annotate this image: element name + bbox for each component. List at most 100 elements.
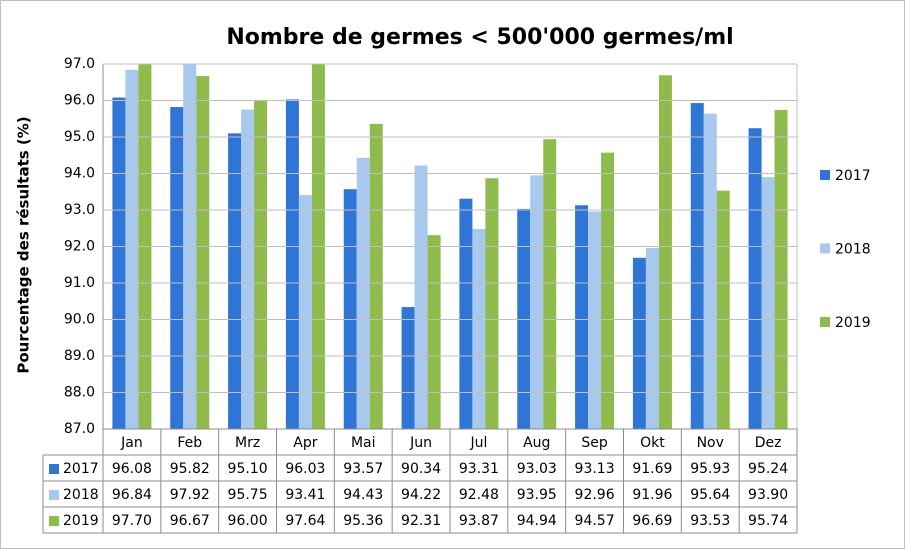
bar [356, 157, 370, 429]
y-tick-label: 94.0 [64, 166, 95, 182]
table-value: 93.03 [517, 461, 557, 477]
bar [241, 109, 255, 429]
bar [485, 178, 499, 429]
bar [632, 257, 646, 429]
x-tick-label: Apr [293, 435, 317, 451]
table-series-label: 2019 [63, 513, 99, 529]
table-value: 95.36 [343, 513, 383, 529]
x-tick-label: Dez [755, 435, 782, 451]
table-value: 93.90 [748, 487, 788, 503]
y-tick-label: 93.0 [64, 202, 95, 218]
table-value: 90.34 [401, 461, 441, 477]
x-tick-label: Mrz [235, 435, 260, 451]
bar [285, 99, 299, 429]
y-tick-label: 88.0 [64, 385, 95, 401]
legend-key [49, 490, 59, 500]
table-value: 93.87 [459, 513, 499, 529]
legend-key [820, 243, 830, 254]
table-value: 92.96 [575, 487, 615, 503]
bar [343, 189, 357, 429]
table-value: 96.00 [228, 513, 268, 529]
table-value: 94.57 [575, 513, 615, 529]
bar [690, 103, 704, 429]
y-tick-label: 91.0 [64, 275, 95, 291]
bar [125, 69, 139, 429]
bar [716, 190, 730, 429]
x-tick-label: Okt [640, 435, 665, 451]
table-value: 96.67 [170, 513, 210, 529]
y-axis-title: Pourcentage des résultats (%) [15, 116, 33, 373]
x-tick-label: Mai [351, 435, 376, 451]
bar [401, 307, 415, 429]
bar [254, 100, 268, 429]
table-value: 92.31 [401, 513, 441, 529]
legend-key [49, 516, 59, 526]
bar [170, 107, 184, 429]
bar [459, 198, 473, 429]
table-value: 94.94 [517, 513, 557, 529]
bar [645, 247, 659, 429]
legend-key [49, 464, 59, 474]
table-value: 97.64 [285, 513, 325, 529]
y-tick-label: 89.0 [64, 348, 95, 364]
x-tick-label: Jan [120, 435, 143, 451]
bar [575, 205, 589, 429]
table-value: 95.75 [228, 487, 268, 503]
bar [196, 76, 210, 429]
table-value: 94.43 [343, 487, 383, 503]
table-value: 93.13 [575, 461, 615, 477]
x-tick-label: Nov [697, 435, 724, 451]
bar [748, 128, 762, 429]
bar [414, 165, 428, 429]
table-value: 93.53 [690, 513, 730, 529]
table-value: 95.10 [228, 461, 268, 477]
table-value: 96.03 [285, 461, 325, 477]
bar [530, 175, 544, 429]
bar [472, 228, 486, 429]
chart-title: Nombre de germes < 500'000 germes/ml [226, 25, 733, 50]
bar [298, 195, 312, 429]
table-value: 91.96 [632, 487, 672, 503]
bar [658, 75, 672, 429]
table-value: 93.95 [517, 487, 557, 503]
table-value: 94.22 [401, 487, 441, 503]
bar [112, 97, 126, 429]
table-value: 96.69 [632, 513, 672, 529]
y-tick-label: 95.0 [64, 129, 95, 145]
bar [761, 177, 775, 429]
table-value: 95.93 [690, 461, 730, 477]
table-series-label: 2018 [63, 487, 99, 503]
bar [228, 133, 242, 429]
x-tick-label: Jul [469, 435, 487, 451]
y-tick-label: 92.0 [64, 239, 95, 255]
bar [138, 64, 152, 429]
legend-label: 2019 [835, 315, 871, 331]
x-tick-label: Aug [523, 435, 550, 451]
legend-key [820, 170, 830, 180]
table-value: 93.41 [285, 487, 325, 503]
y-tick-label: 97.0 [64, 56, 95, 72]
table-value: 92.48 [459, 487, 499, 503]
bar [543, 139, 557, 429]
bar [517, 208, 531, 429]
bar [427, 235, 441, 429]
y-tick-label: 90.0 [64, 312, 95, 328]
bar [774, 109, 788, 429]
bar [601, 152, 615, 429]
table-value: 95.64 [690, 487, 730, 503]
y-tick-label: 87.0 [64, 421, 95, 437]
table-value: 95.74 [748, 513, 788, 529]
table-series-label: 2017 [63, 461, 99, 477]
bar [311, 64, 325, 429]
table-value: 96.08 [112, 461, 152, 477]
legend-label: 2018 [835, 242, 871, 258]
table-value: 95.24 [748, 461, 788, 477]
table-value: 96.84 [112, 487, 152, 503]
table-value: 91.69 [632, 461, 672, 477]
x-tick-label: Feb [177, 435, 202, 451]
bar-group [112, 64, 788, 429]
x-tick-label: Sep [581, 435, 608, 451]
bar [183, 64, 197, 429]
x-tick-label: Jun [409, 435, 432, 451]
